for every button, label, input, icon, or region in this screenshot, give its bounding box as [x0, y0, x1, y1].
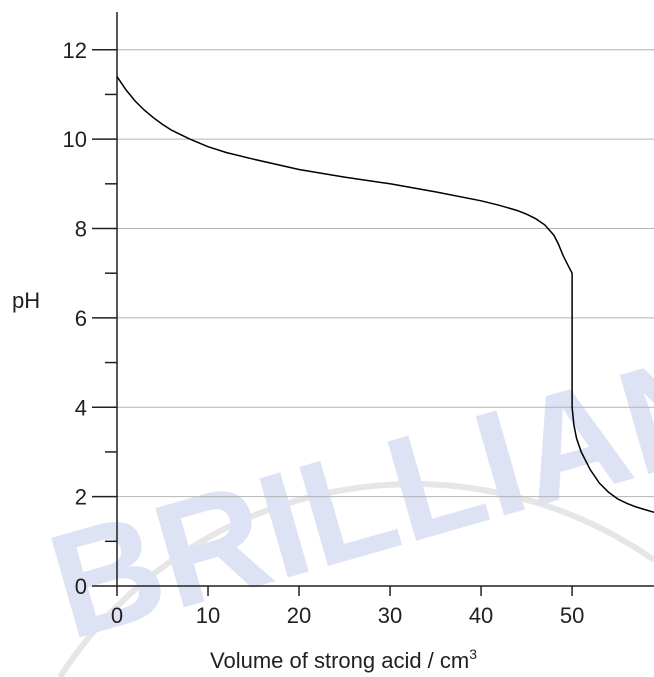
- y-tick-label-10: 10: [63, 127, 87, 152]
- x-tick-label-50: 50: [560, 603, 584, 628]
- ticks: 0 2 4 6 8 10 12 0 10 20 30 40 50: [63, 38, 585, 628]
- x-tick-label-40: 40: [469, 603, 493, 628]
- y-axis-label: pH: [12, 288, 40, 313]
- y-tick-label-6: 6: [75, 306, 87, 331]
- x-axis-label: Volume of strong acid / cm3: [210, 646, 477, 673]
- x-tick-label-0: 0: [111, 603, 123, 628]
- gridlines: [117, 49, 654, 498]
- x-tick-label-20: 20: [287, 603, 311, 628]
- y-tick-label-8: 8: [75, 217, 87, 242]
- x-axis-label-sup: 3: [469, 646, 477, 662]
- y-tick-label-12: 12: [63, 38, 87, 63]
- x-tick-label-30: 30: [378, 603, 402, 628]
- y-tick-label-2: 2: [75, 485, 87, 510]
- ph-curve: [116, 76, 654, 514]
- x-tick-label-10: 10: [196, 603, 220, 628]
- axes: [116, 12, 654, 587]
- y-tick-label-0: 0: [75, 574, 87, 599]
- watermark-arc: [57, 481, 654, 677]
- y-tick-label-4: 4: [75, 395, 87, 420]
- x-axis-label-main: Volume of strong acid / cm: [210, 648, 469, 673]
